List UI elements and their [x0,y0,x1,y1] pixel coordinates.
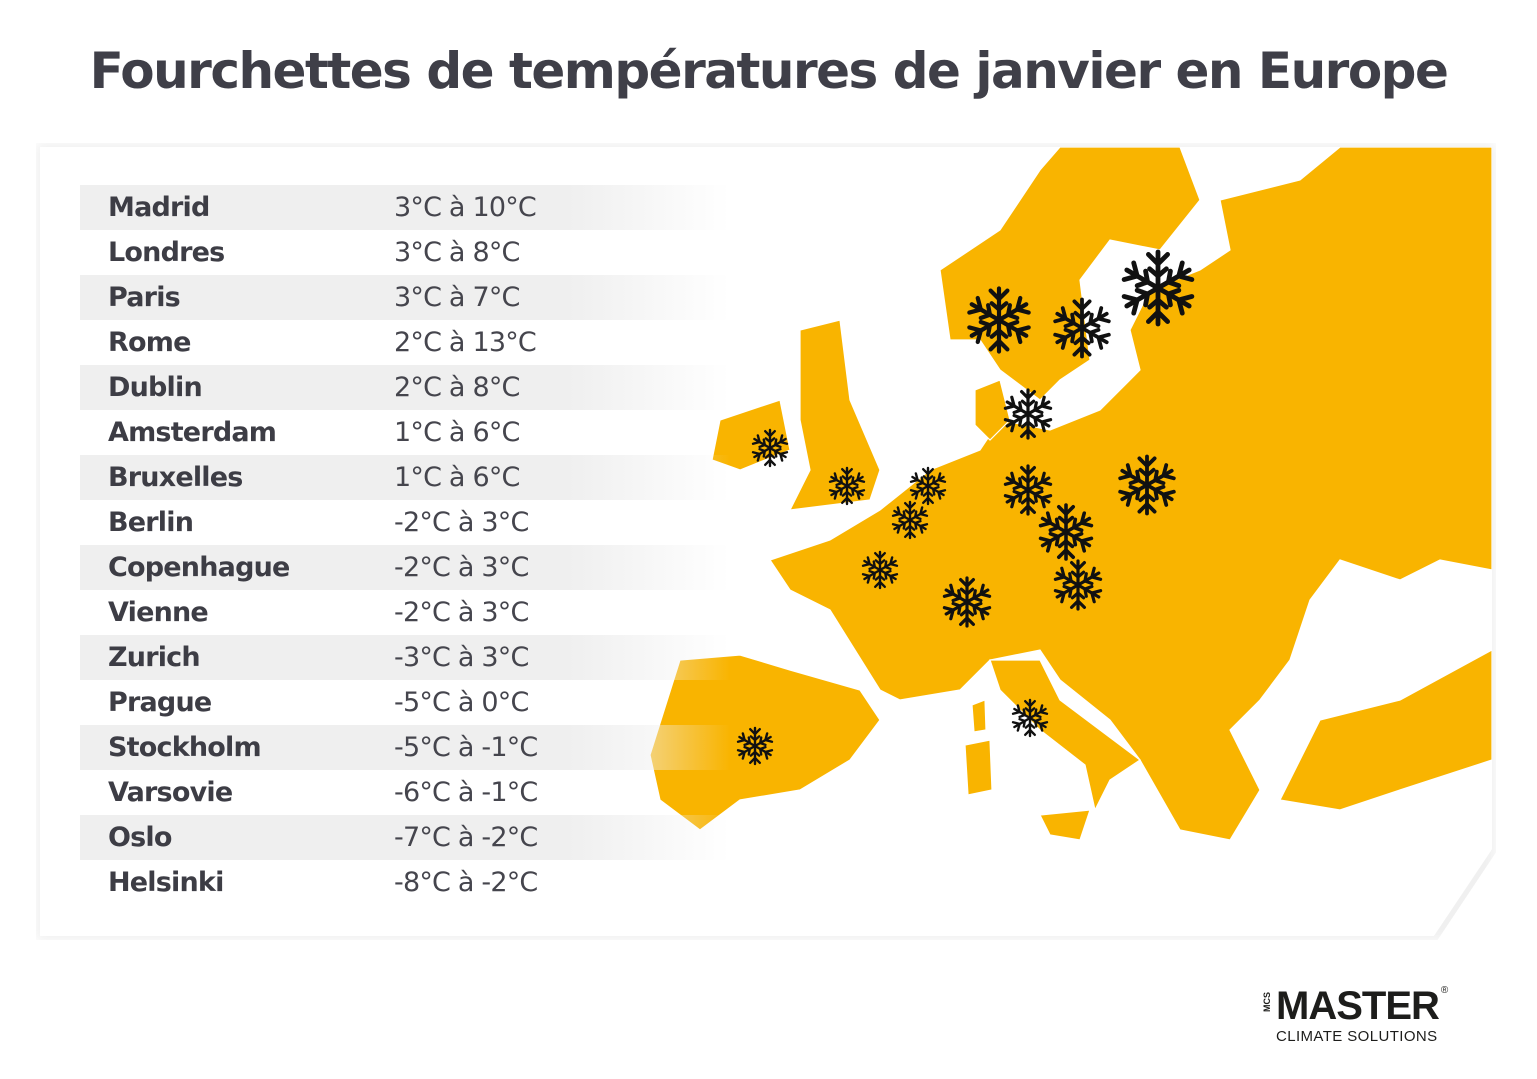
city-name: Londres [108,237,225,268]
logo-tagline: CLIMATE SOLUTIONS [1276,1028,1438,1045]
table-row: Bruxelles 1°C à 6°C [80,455,730,500]
corsica [971,699,987,733]
temperature-range: 3°C à 10°C [394,192,537,223]
master-logo: MCS MASTER ® CLIMATE SOLUTIONS [1262,984,1449,1046]
city-name: Oslo [108,822,172,853]
europe-map [649,147,1492,841]
table-row: Berlin -2°C à 3°C [80,500,730,545]
great-britain [788,319,881,511]
table-row: Zurich -3°C à 3°C [80,635,730,680]
table-row: Helsinki -8°C à -2°C [80,860,730,905]
snowflake-icon-copenhagen [1004,390,1052,438]
temperature-range: -2°C à 3°C [394,507,529,538]
turkey [1279,648,1492,811]
temperature-range: 2°C à 8°C [394,372,520,403]
temperature-table: Madrid 3°C à 10°C Londres 3°C à 8°C Paris 3°C… [80,185,730,905]
table-row: Paris 3°C à 7°C [80,275,730,320]
temperature-range: 1°C à 6°C [394,462,520,493]
temperature-range: -2°C à 3°C [394,552,529,583]
table-row: Dublin 2°C à 8°C [80,365,730,410]
table-row: Varsovie -6°C à -1°C [80,770,730,815]
table-row: Oslo -7°C à -2°C [80,815,730,860]
city-name: Amsterdam [108,417,277,448]
table-row: Stockholm -5°C à -1°C [80,725,730,770]
temperature-range: 1°C à 6°C [394,417,520,448]
temperature-range: 3°C à 8°C [394,237,520,268]
table-row: Londres 3°C à 8°C [80,230,730,275]
page-title: Fourchettes de températures de janvier e… [89,42,1449,100]
sicily [1039,809,1091,841]
logo-brand-line: MASTER ® [1276,984,1449,1028]
city-name: Dublin [108,372,203,403]
city-name: Madrid [108,192,210,223]
temperature-range: 2°C à 13°C [394,327,537,358]
city-name: Copenhague [108,552,290,583]
city-name: Prague [108,687,212,718]
temperature-range: -5°C à 0°C [394,687,529,718]
temperature-range: 3°C à 7°C [394,282,520,313]
city-name: Helsinki [108,867,224,898]
temperature-range: -8°C à -2°C [394,867,538,898]
table-row: Amsterdam 1°C à 6°C [80,410,730,455]
city-name: Stockholm [108,732,262,763]
table-row: Copenhague -2°C à 3°C [80,545,730,590]
table-row: Prague -5°C à 0°C [80,680,730,725]
city-name: Rome [108,327,191,358]
city-name: Paris [108,282,181,313]
logo-brand: MASTER [1276,984,1440,1028]
logo-prefix: MCS [1262,992,1272,1012]
city-name: Bruxelles [108,462,243,493]
logo-registered: ® [1440,985,1449,996]
table-row: Madrid 3°C à 10°C [80,185,730,230]
logo-text: MASTER ® CLIMATE SOLUTIONS [1276,984,1449,1046]
city-name: Zurich [108,642,201,673]
temperature-range: -5°C à -1°C [394,732,538,763]
sardinia [964,739,993,796]
table-row: Vienne -2°C à 3°C [80,590,730,635]
temperature-range: -6°C à -1°C [394,777,538,808]
city-name: Varsovie [108,777,233,808]
city-name: Vienne [108,597,209,628]
temperature-range: -2°C à 3°C [394,597,529,628]
temperature-range: -7°C à -2°C [394,822,538,853]
table-row: Rome 2°C à 13°C [80,320,730,365]
denmark [974,379,1011,441]
city-name: Berlin [108,507,194,538]
temperature-range: -3°C à 3°C [394,642,529,673]
